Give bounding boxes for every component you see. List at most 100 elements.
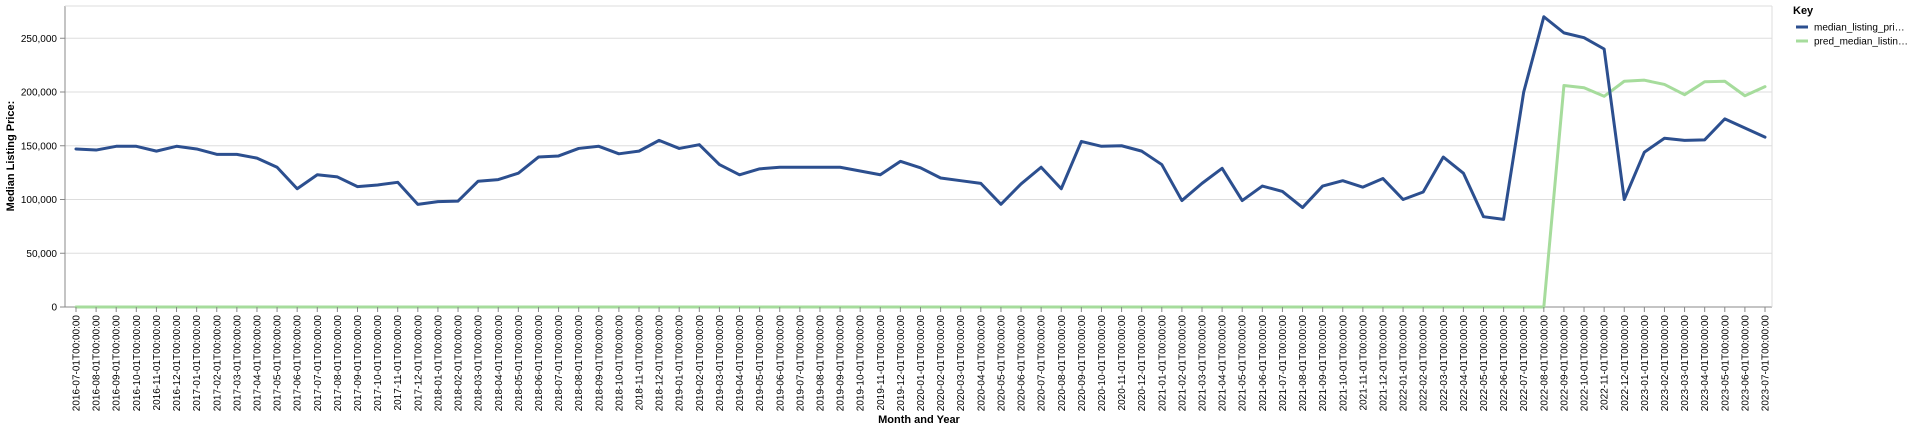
x-tick-label: 2019-01-01T00:00:00 xyxy=(675,315,686,412)
x-tick-label: 2020-07-01T00:00:00 xyxy=(1037,315,1048,412)
legend-label: pred_median_listin… xyxy=(1814,37,1908,48)
x-tick-label: 2018-05-01T00:00:00 xyxy=(514,315,525,412)
x-tick-label: 2021-10-01T00:00:00 xyxy=(1338,315,1349,412)
x-tick-label: 2021-06-01T00:00:00 xyxy=(1258,315,1269,412)
x-tick-label: 2019-11-01T00:00:00 xyxy=(876,315,887,411)
x-tick-label: 2021-05-01T00:00:00 xyxy=(1238,315,1249,412)
x-axis: 2016-07-01T00:00:00 2016-08-01T00:00:00 20… xyxy=(72,307,1772,411)
x-tick-label: 2022-09-01T00:00:00 xyxy=(1559,315,1570,412)
x-tick-label: 2021-02-01T00:00:00 xyxy=(1177,315,1188,412)
x-tick-label: 2022-06-01T00:00:00 xyxy=(1499,315,1510,412)
y-axis-title: Median Listing Price: xyxy=(5,101,17,212)
y-tick-label: 0 xyxy=(51,303,57,314)
x-tick-label: 2018-03-01T00:00:00 xyxy=(474,315,485,412)
x-tick-label: 2023-05-01T00:00:00 xyxy=(1720,315,1731,412)
x-tick-label: 2019-12-01T00:00:00 xyxy=(896,315,907,412)
series-line-pred-median-listing-price xyxy=(74,78,1767,309)
grid-lines xyxy=(65,37,1772,254)
x-tick-label: 2017-10-01T00:00:00 xyxy=(373,315,384,412)
x-tick-label: 2016-12-01T00:00:00 xyxy=(172,315,183,412)
x-tick-label: 2018-08-01T00:00:00 xyxy=(574,315,585,412)
x-tick-label: 2018-06-01T00:00:00 xyxy=(534,315,545,412)
x-tick-label: 2019-07-01T00:00:00 xyxy=(795,315,806,412)
x-tick-label: 2016-08-01T00:00:00 xyxy=(92,315,103,412)
x-tick-label: 2022-01-01T00:00:00 xyxy=(1399,315,1410,412)
x-tick-label: 2020-01-01T00:00:00 xyxy=(916,315,927,412)
x-tick-label: 2021-04-01T00:00:00 xyxy=(1218,315,1229,412)
x-tick-label: 2016-10-01T00:00:00 xyxy=(132,315,143,412)
x-tick-label: 2021-12-01T00:00:00 xyxy=(1378,315,1389,412)
x-tick-label: 2020-03-01T00:00:00 xyxy=(956,315,967,412)
series-layer xyxy=(74,15,1767,309)
y-tick-label: 150,000 xyxy=(21,141,58,152)
x-tick-label: 2018-07-01T00:00:00 xyxy=(554,315,565,412)
x-tick-label: 2017-01-01T00:00:00 xyxy=(192,315,203,412)
x-tick-label: 2020-10-01T00:00:00 xyxy=(1097,315,1108,412)
x-tick-label: 2020-09-01T00:00:00 xyxy=(1077,315,1088,412)
x-tick-label: 2017-05-01T00:00:00 xyxy=(273,315,284,412)
x-tick-label: 2018-12-01T00:00:00 xyxy=(655,315,666,412)
x-tick-label: 2020-08-01T00:00:00 xyxy=(1057,315,1068,412)
x-tick-label: 2016-07-01T00:00:00 xyxy=(72,315,83,412)
x-tick-label: 2016-11-01T00:00:00 xyxy=(152,315,163,411)
y-axis: 0 50,000 100,000 150,000 200,000 250,000 xyxy=(21,34,65,314)
x-tick-label: 2017-06-01T00:00:00 xyxy=(293,315,304,412)
x-tick-label: 2023-07-01T00:00:00 xyxy=(1761,315,1772,412)
x-tick-label: 2021-01-01T00:00:00 xyxy=(1157,315,1168,412)
x-tick-label: 2017-12-01T00:00:00 xyxy=(413,315,424,412)
x-tick-label: 2019-10-01T00:00:00 xyxy=(856,315,867,412)
x-tick-label: 2023-01-01T00:00:00 xyxy=(1640,315,1651,412)
x-tick-label: 2018-02-01T00:00:00 xyxy=(454,315,465,412)
x-tick-label: 2021-03-01T00:00:00 xyxy=(1198,315,1209,412)
x-tick-label: 2020-02-01T00:00:00 xyxy=(936,315,947,412)
x-tick-label: 2021-09-01T00:00:00 xyxy=(1318,315,1329,412)
x-tick-label: 2023-04-01T00:00:00 xyxy=(1700,315,1711,412)
x-tick-label: 2017-02-01T00:00:00 xyxy=(212,315,223,412)
x-tick-label: 2018-01-01T00:00:00 xyxy=(433,315,444,412)
x-tick-label: 2022-10-01T00:00:00 xyxy=(1580,315,1591,412)
x-tick-label: 2020-11-01T00:00:00 xyxy=(1117,315,1128,411)
x-tick-label: 2017-07-01T00:00:00 xyxy=(313,315,324,412)
legend-title: Key xyxy=(1793,5,1814,17)
x-axis-title: Month and Year xyxy=(878,414,960,426)
x-tick-label: 2022-07-01T00:00:00 xyxy=(1519,315,1530,412)
y-tick-label: 100,000 xyxy=(21,195,58,206)
x-tick-label: 2018-09-01T00:00:00 xyxy=(594,315,605,412)
x-tick-label: 2019-05-01T00:00:00 xyxy=(755,315,766,412)
x-tick-label: 2022-08-01T00:00:00 xyxy=(1539,315,1550,412)
plot-frame xyxy=(64,5,1773,308)
x-tick-label: 2017-09-01T00:00:00 xyxy=(353,315,364,412)
x-tick-label: 2022-03-01T00:00:00 xyxy=(1439,315,1450,412)
x-tick-label: 2022-02-01T00:00:00 xyxy=(1419,315,1430,412)
x-tick-label: 2017-08-01T00:00:00 xyxy=(333,315,344,412)
y-tick-label: 250,000 xyxy=(21,34,58,45)
x-tick-label: 2023-02-01T00:00:00 xyxy=(1660,315,1671,412)
x-tick-label: 2021-08-01T00:00:00 xyxy=(1298,315,1309,412)
x-tick-label: 2020-04-01T00:00:00 xyxy=(976,315,987,412)
x-tick-label: 2018-10-01T00:00:00 xyxy=(614,315,625,412)
x-tick-label: 2022-05-01T00:00:00 xyxy=(1479,315,1490,412)
x-tick-label: 2021-11-01T00:00:00 xyxy=(1358,315,1369,411)
x-tick-label: 2017-11-01T00:00:00 xyxy=(393,315,404,411)
x-tick-label: 2022-11-01T00:00:00 xyxy=(1600,315,1611,411)
x-tick-label: 2022-04-01T00:00:00 xyxy=(1459,315,1470,412)
x-tick-label: 2020-05-01T00:00:00 xyxy=(996,315,1007,412)
x-tick-label: 2019-03-01T00:00:00 xyxy=(715,315,726,412)
x-tick-label: 2019-04-01T00:00:00 xyxy=(735,315,746,412)
x-tick-label: 2017-03-01T00:00:00 xyxy=(232,315,243,412)
x-tick-label: 2019-09-01T00:00:00 xyxy=(836,315,847,412)
x-tick-label: 2020-06-01T00:00:00 xyxy=(1017,315,1028,412)
x-tick-label: 2023-06-01T00:00:00 xyxy=(1740,315,1751,412)
y-tick-label: 200,000 xyxy=(21,88,58,99)
legend: Key median_listing_pri… pred_median_listi… xyxy=(1793,5,1908,48)
x-tick-label: 2019-02-01T00:00:00 xyxy=(695,315,706,412)
x-tick-label: 2016-09-01T00:00:00 xyxy=(112,315,123,412)
x-tick-label: 2020-12-01T00:00:00 xyxy=(1137,315,1148,412)
x-tick-label: 2022-12-01T00:00:00 xyxy=(1620,315,1631,412)
x-tick-label: 2021-07-01T00:00:00 xyxy=(1278,315,1289,412)
x-tick-label: 2017-04-01T00:00:00 xyxy=(252,315,263,412)
y-tick-label: 50,000 xyxy=(26,249,57,260)
legend-label: median_listing_pri… xyxy=(1814,23,1905,34)
x-tick-label: 2023-03-01T00:00:00 xyxy=(1680,315,1691,412)
